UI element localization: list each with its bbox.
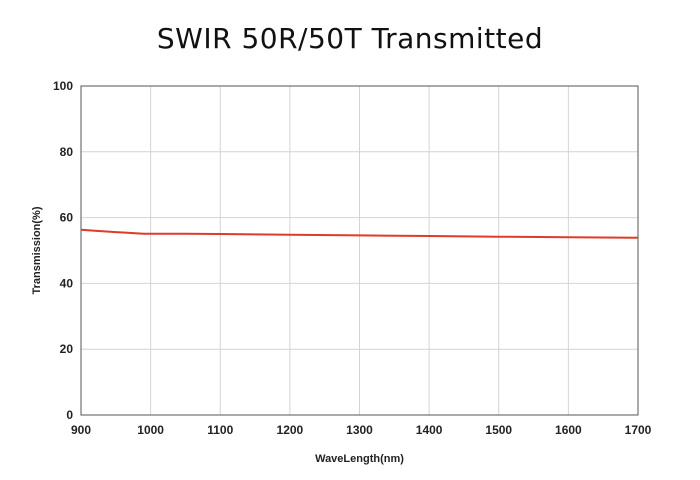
- x-tick-label: 1400: [416, 423, 443, 437]
- y-tick-label: 80: [60, 145, 74, 159]
- x-tick-label: 1100: [207, 423, 233, 437]
- y-tick-labels: 0 20 40 60 80 100: [53, 79, 73, 422]
- y-tick-label: 40: [60, 276, 74, 290]
- x-tick-label: 1700: [625, 423, 652, 437]
- x-tick-labels: 900 1000 1100 1200 1300 1400 1500 1600 1700: [71, 423, 652, 437]
- y-tick-label: 20: [60, 342, 74, 356]
- series-lines: [80, 228, 639, 239]
- x-tick-label: 1200: [277, 423, 304, 437]
- x-axis-label: WaveLength(nm): [315, 453, 404, 465]
- plot-frame: [80, 85, 639, 416]
- x-tick-label: 1500: [485, 423, 512, 437]
- series-line: [80, 228, 639, 239]
- y-tick-label: 100: [53, 79, 73, 93]
- y-axis-label: Transmission(%): [31, 206, 43, 294]
- x-tick-label: 1300: [346, 423, 373, 437]
- x-tick-label: 1000: [137, 423, 164, 437]
- y-tick-label: 0: [66, 408, 73, 422]
- y-tick-label: 60: [60, 211, 74, 225]
- x-tick-label: 900: [71, 423, 91, 437]
- chart-title: SWIR 50R/50T Transmitted: [156, 22, 544, 55]
- x-tick-label: 1600: [555, 423, 582, 437]
- grid-lines: [80, 85, 639, 416]
